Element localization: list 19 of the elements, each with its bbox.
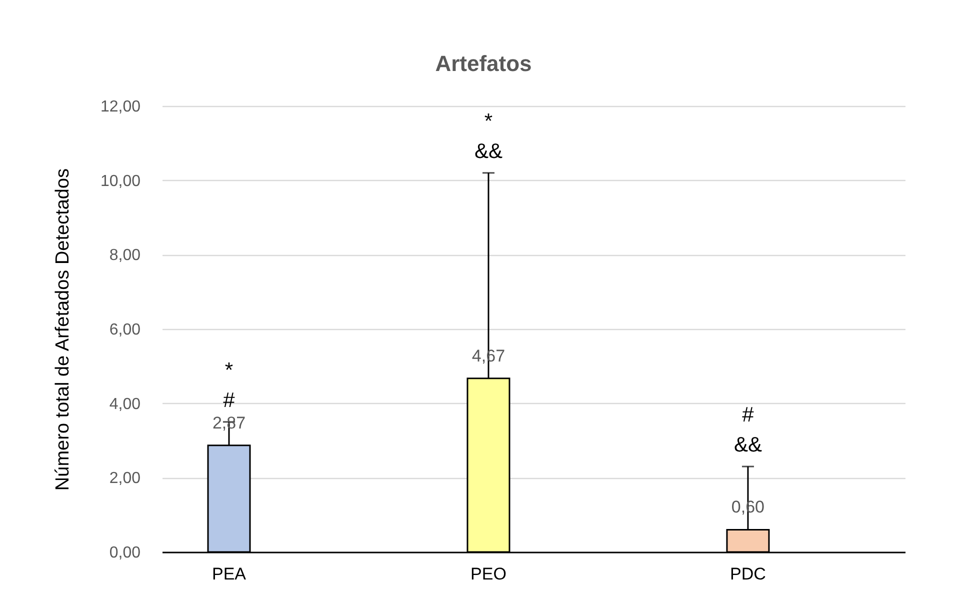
y-tick-label: 0,00 <box>109 544 141 562</box>
data-label: 2,87 <box>212 413 246 432</box>
annotation: && <box>474 140 502 163</box>
x-tick-label: PEO <box>470 564 506 584</box>
y-axis-title: Número total de Arfetados Detectados <box>52 168 74 491</box>
annotation: && <box>734 434 762 457</box>
x-tick-label: PEA <box>212 564 247 584</box>
annotation: * <box>484 110 493 133</box>
y-tick-label: 12,00 <box>100 98 141 116</box>
annotation: * <box>224 358 234 382</box>
chart-title: Artefatos <box>435 51 532 76</box>
y-tick-label: 6,00 <box>109 322 141 338</box>
y-tick-label: 2,00 <box>109 470 141 488</box>
y-tick-label: 8,00 <box>109 247 141 264</box>
annotation: # <box>742 404 754 427</box>
y-tick-label: 4,00 <box>109 396 141 413</box>
y-tick-label: 10,00 <box>100 172 141 190</box>
x-tick-label: PDC <box>730 564 766 584</box>
annotation: # <box>223 388 236 412</box>
